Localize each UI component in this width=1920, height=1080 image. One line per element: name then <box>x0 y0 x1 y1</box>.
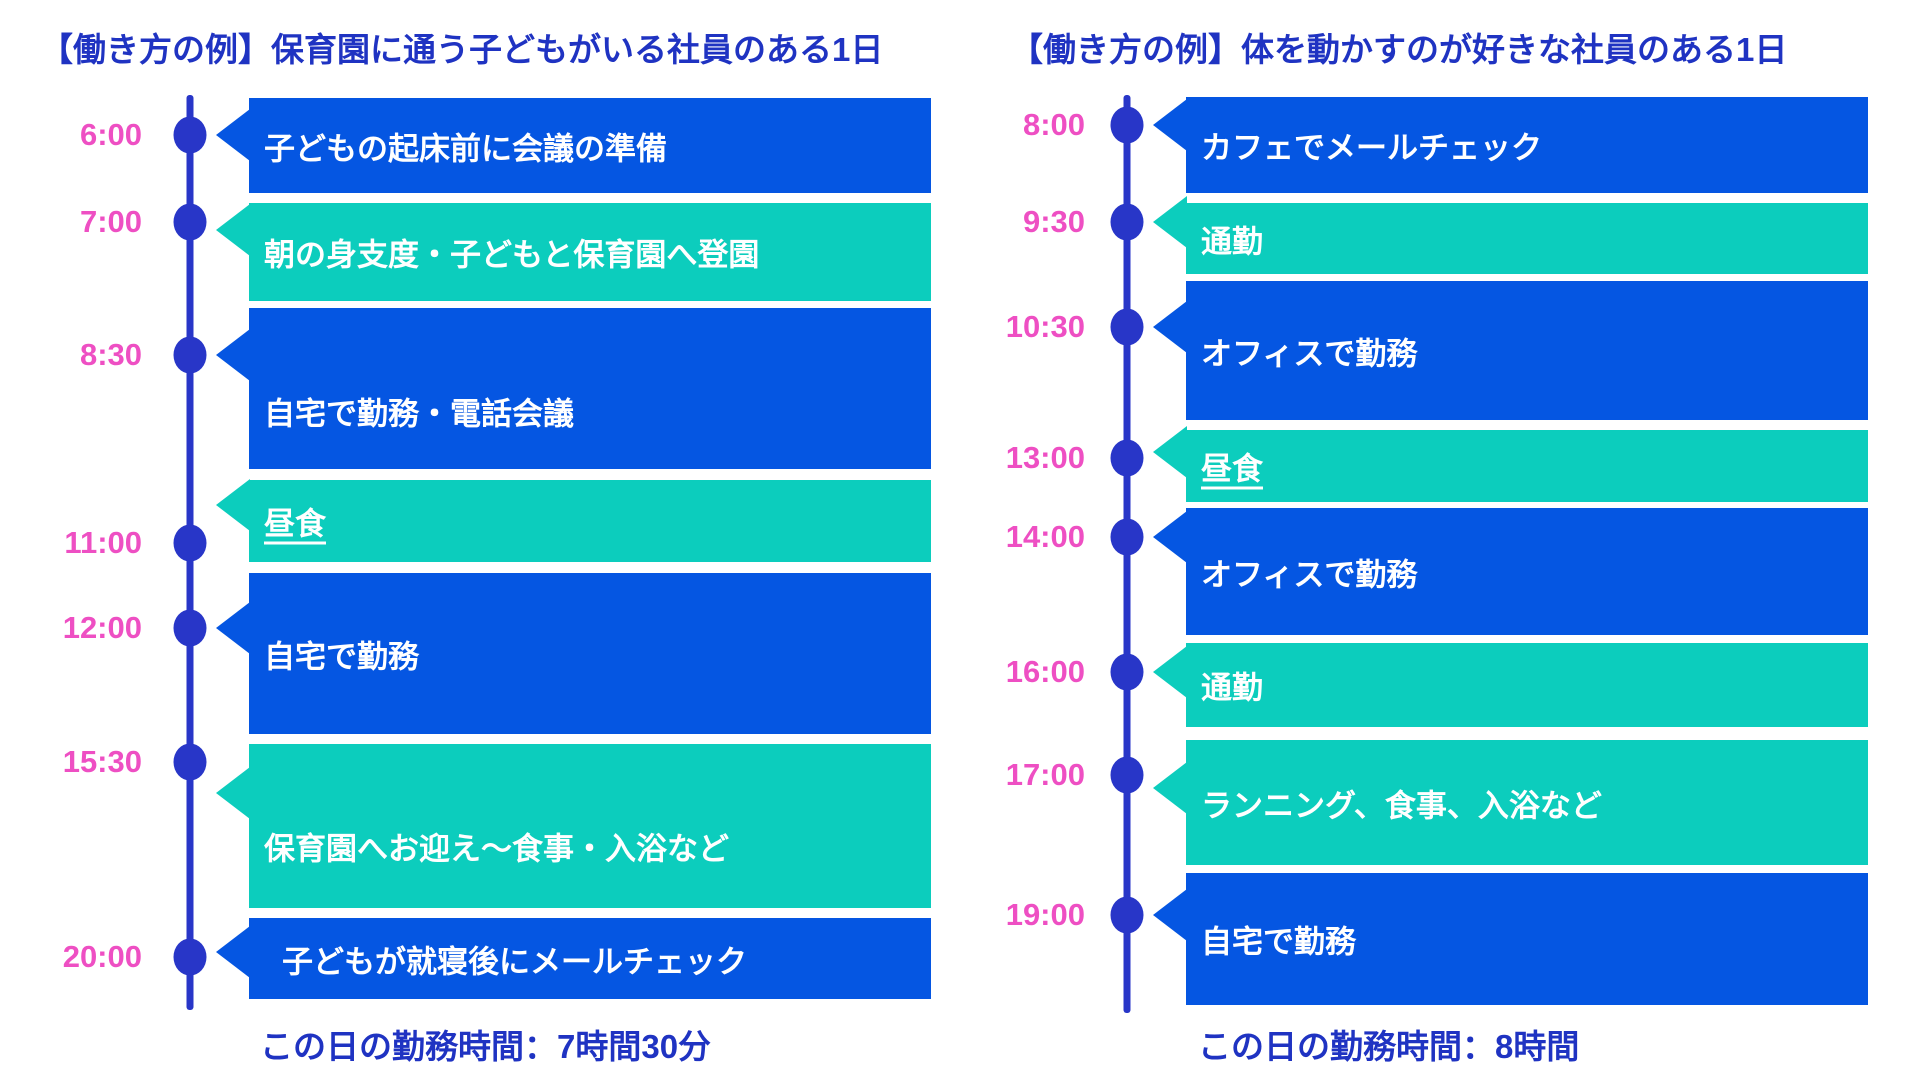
event-label: 保育園へお迎え～食事・入浴など <box>264 831 729 867</box>
callout-arrow-icon <box>1153 889 1187 941</box>
timeline-dot <box>1110 896 1144 934</box>
time-label: 6:00 <box>79 117 142 152</box>
callout-arrow-icon <box>1153 196 1187 248</box>
time-label: 15:30 <box>62 744 142 779</box>
event-box: 昼食 <box>216 479 931 562</box>
timeline-title: 【働き方の例】体を動かすのが好きな社員のある1日 <box>1010 31 1788 68</box>
time-label: 8:30 <box>79 337 142 372</box>
timeline-dot <box>173 336 207 374</box>
time-label: 10:30 <box>1005 309 1085 344</box>
callout-arrow-icon <box>1153 511 1187 563</box>
time-label: 7:00 <box>79 204 142 239</box>
callout-arrow-icon <box>216 926 250 978</box>
time-label: 17:00 <box>1005 757 1085 792</box>
time-label: 11:00 <box>64 525 142 560</box>
callout-arrow-icon <box>216 109 250 161</box>
time-label: 13:00 <box>1005 440 1085 475</box>
event-label: 自宅で勤務 <box>1201 924 1356 960</box>
timeline-dot <box>173 938 207 976</box>
event-label: 自宅で勤務 <box>264 639 419 674</box>
event-label: 朝の身支度・子どもと保育園へ登園 <box>264 237 760 273</box>
time-label: 20:00 <box>62 939 142 974</box>
timeline-dot <box>173 743 207 781</box>
callout-arrow-icon <box>1153 426 1187 478</box>
time-label: 19:00 <box>1005 897 1085 932</box>
event-box: 通勤 <box>1153 643 1868 727</box>
timeline-dot <box>1110 756 1144 794</box>
timeline-dot <box>1110 308 1144 346</box>
event-box: カフェでメールチェック <box>1153 97 1868 193</box>
event-box: 子どもの起床前に会議の準備 <box>216 98 931 193</box>
timeline-dot <box>173 203 207 241</box>
event-label: 自宅で勤務・電話会議 <box>264 396 574 431</box>
timeline-dot <box>173 116 207 154</box>
time-label: 8:00 <box>1022 107 1085 142</box>
timeline-title: 【働き方の例】保育園に通う子どもがいる社員のある1日 <box>40 31 884 68</box>
event-box: 保育園へお迎え～食事・入浴など <box>216 744 931 908</box>
time-label: 12:00 <box>62 610 142 645</box>
timeline-dot <box>173 609 207 647</box>
event-box: オフィスで勤務 <box>1153 508 1868 635</box>
timeline-dot <box>1110 653 1144 691</box>
work-hours-summary: この日の勤務時間：7時間30分 <box>260 1028 712 1065</box>
time-label: 14:00 <box>1005 519 1085 554</box>
callout-arrow-icon <box>216 602 250 654</box>
event-box: 通勤 <box>1153 196 1868 274</box>
event-label: 子どもの起床前に会議の準備 <box>264 131 667 166</box>
event-label: ランニング、食事、入浴など <box>1201 788 1602 823</box>
event-label: 通勤 <box>1201 670 1263 706</box>
callout-arrow-icon <box>216 479 250 531</box>
callout-arrow-icon <box>1153 301 1187 353</box>
event-box: 自宅で勤務 <box>1153 873 1868 1005</box>
event-label: オフィスで勤務 <box>1201 557 1418 592</box>
timeline-dot <box>1110 439 1144 477</box>
event-label: 通勤 <box>1201 224 1263 259</box>
callout-arrow-icon <box>1153 762 1187 814</box>
event-box: 朝の身支度・子どもと保育園へ登園 <box>216 203 931 301</box>
event-box: 昼食 <box>1153 426 1868 502</box>
time-label: 16:00 <box>1005 654 1085 689</box>
event-label: 昼食 <box>1201 451 1263 487</box>
event-label: カフェでメールチェック <box>1201 130 1542 166</box>
work-hours-summary: この日の勤務時間：8時間 <box>1198 1028 1580 1065</box>
timeline-dot <box>173 524 207 562</box>
callout-arrow-icon <box>216 204 250 256</box>
event-box: オフィスで勤務 <box>1153 281 1868 420</box>
event-box: 自宅で勤務 <box>216 573 931 734</box>
time-label: 9:30 <box>1022 204 1085 239</box>
event-label: オフィスで勤務 <box>1201 336 1418 371</box>
callout-arrow-icon <box>216 767 250 819</box>
timeline-dot <box>1110 203 1144 241</box>
timeline-dot <box>1110 518 1144 556</box>
timeline-dot <box>1110 106 1144 144</box>
event-label: 昼食 <box>264 506 326 542</box>
event-box: 子どもが就寝後にメールチェック <box>216 918 931 999</box>
callout-arrow-icon <box>216 329 250 381</box>
callout-arrow-icon <box>1153 99 1187 151</box>
callout-arrow-icon <box>1153 646 1187 698</box>
event-box: ランニング、食事、入浴など <box>1153 740 1868 865</box>
event-label: 子どもが就寝後にメールチェック <box>282 944 747 979</box>
event-box: 自宅で勤務・電話会議 <box>216 308 931 469</box>
